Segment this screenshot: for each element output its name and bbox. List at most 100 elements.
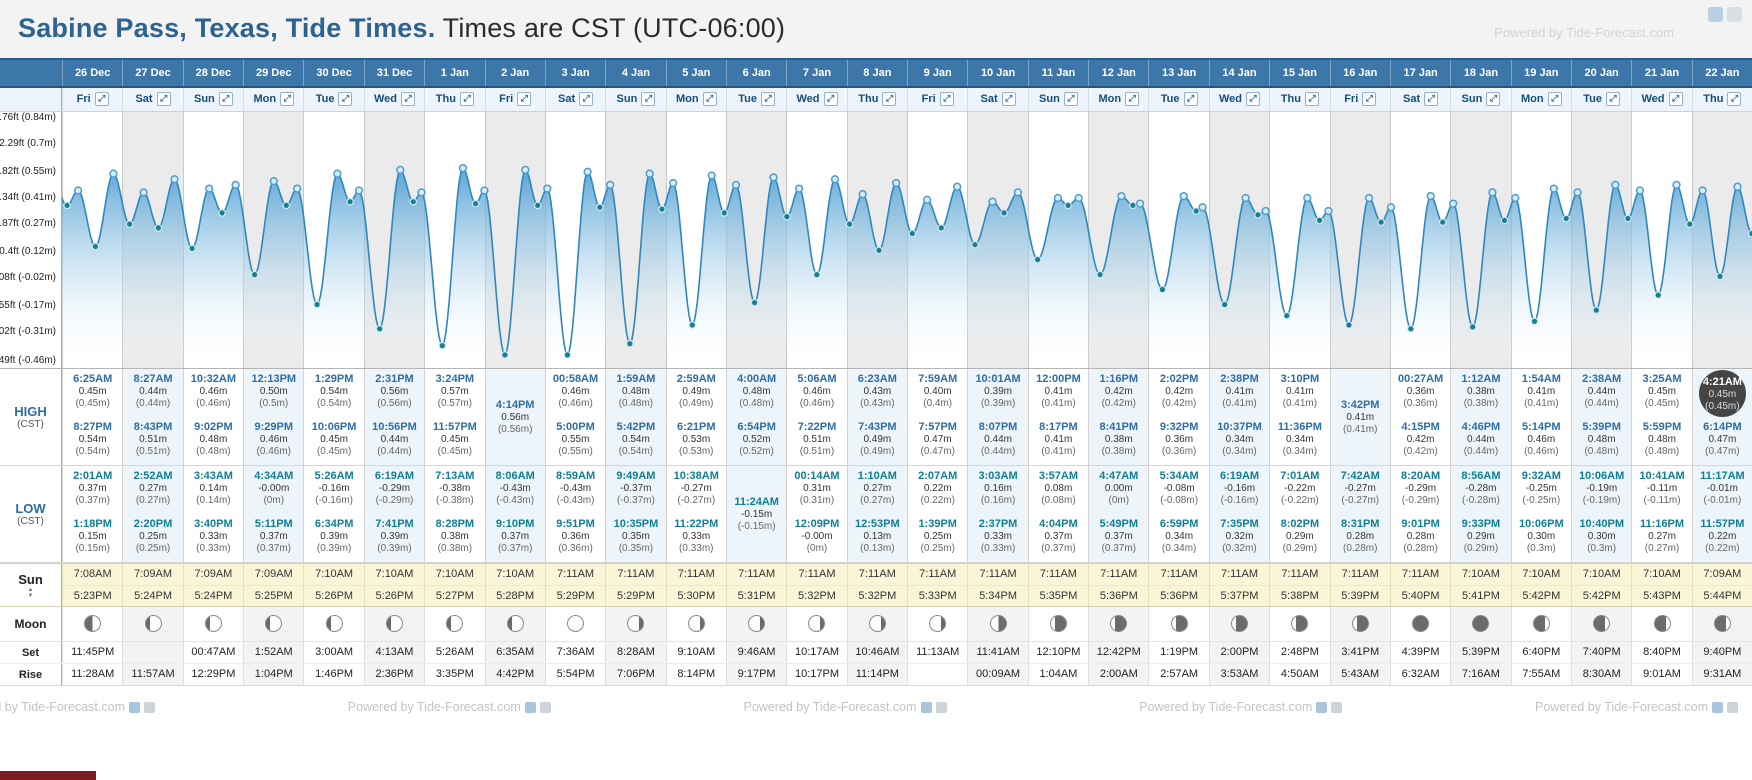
low-tide-entry: 3:57AM 0.08m (0.08m) (1029, 469, 1088, 507)
date-header[interactable]: 9 Jan (907, 60, 967, 86)
tide-time: 1:59AM (616, 373, 656, 385)
date-header[interactable]: 20 Jan (1570, 60, 1631, 86)
expand-day-icon[interactable]: ⤢ (1183, 92, 1198, 106)
tide-time: 9:32PM (1159, 421, 1199, 433)
expand-day-icon[interactable]: ⤢ (517, 92, 532, 106)
expand-day-icon[interactable]: ⤢ (1304, 92, 1319, 106)
moon-phase-cell (1389, 607, 1450, 641)
expand-day-icon[interactable]: ⤢ (280, 92, 295, 106)
expand-day-icon[interactable]: ⤢ (1547, 92, 1562, 106)
date-header[interactable]: 16 Jan (1329, 60, 1390, 86)
moonrise-time: 00:09AM (967, 664, 1028, 685)
app-icon-blue[interactable] (1708, 7, 1723, 22)
date-header[interactable]: 4 Jan (605, 60, 665, 86)
date-header[interactable]: 13 Jan (1148, 60, 1208, 86)
date-header[interactable]: 7 Jan (786, 60, 846, 86)
date-header[interactable]: 29 Dec (243, 60, 303, 86)
sunrise-time: 7:10AM (1511, 564, 1571, 586)
expand-day-icon[interactable]: ⤢ (1668, 92, 1683, 106)
date-header[interactable]: 14 Jan (1208, 60, 1269, 86)
tide-height: 0.41m (1346, 412, 1375, 423)
tide-time: 2:01AM (73, 470, 113, 482)
date-header[interactable]: 2 Jan (484, 60, 545, 86)
app-icon-gray[interactable] (1727, 7, 1742, 22)
expand-day-icon[interactable]: ⤢ (1063, 92, 1078, 106)
tide-height-alt: (0.41m) (1222, 398, 1257, 409)
expand-day-icon[interactable]: ⤢ (882, 92, 897, 106)
date-header[interactable]: 26 Dec (62, 60, 122, 86)
date-header[interactable]: 12 Jan (1088, 60, 1148, 86)
tide-height: 0.08m (1044, 483, 1073, 494)
sun-times-cell: 7:11AM 5:39PM (1329, 564, 1390, 606)
expand-day-icon[interactable]: ⤢ (1424, 92, 1439, 106)
sunset-time: 5:24PM (134, 590, 172, 602)
tide-time: 8:59AM (555, 470, 596, 482)
expand-day-icon[interactable]: ⤢ (1125, 92, 1140, 106)
high-tide-entry: 9:32PM 0.36m (0.36m) (1149, 420, 1208, 458)
expand-day-icon[interactable]: ⤢ (459, 92, 474, 106)
date-header[interactable]: 28 Dec (182, 60, 243, 86)
high-tide-cell: 4:00AM 0.48m (0.48m) 6:54PM 0.52m (0.52m) (725, 369, 787, 465)
expand-day-icon[interactable]: ⤢ (400, 92, 415, 106)
date-header[interactable]: 3 Jan (544, 60, 605, 86)
date-header[interactable]: 5 Jan (665, 60, 726, 86)
moon-row-header: Moon (0, 607, 62, 641)
expand-day-icon[interactable]: ⤢ (218, 92, 233, 106)
low-tide-entry: 9:51PM 0.36m (0.36m) (546, 517, 605, 555)
tide-height-alt: (0.38m) (437, 543, 473, 554)
moon-phase-cell (665, 607, 726, 641)
date-header[interactable]: 19 Jan (1510, 60, 1571, 86)
expand-day-icon[interactable]: ⤢ (94, 92, 109, 106)
expand-day-icon[interactable]: ⤢ (156, 92, 171, 106)
tide-height: 0.30m (1587, 531, 1616, 542)
tide-time: 10:35PM (613, 518, 659, 530)
date-header[interactable]: 15 Jan (1269, 60, 1329, 86)
tide-height: 0.27m (1648, 531, 1676, 542)
expand-day-icon[interactable]: ⤢ (641, 92, 656, 106)
tide-height: 0.47m (1708, 434, 1737, 445)
tide-height: 0.51m (139, 434, 167, 445)
date-header[interactable]: 30 Dec (303, 60, 363, 86)
low-tide-entry: 11:16PM 0.27m (0.27m) (1632, 517, 1691, 555)
tide-time: 1:54AM (1521, 373, 1561, 385)
expand-day-icon[interactable]: ⤢ (939, 92, 954, 106)
tide-height: -0.38m (439, 483, 471, 494)
expand-day-icon[interactable]: ⤢ (702, 92, 717, 106)
expand-day-icon[interactable]: ⤢ (1606, 92, 1621, 106)
date-header[interactable]: 6 Jan (725, 60, 786, 86)
tide-time: 2:31PM (375, 373, 414, 385)
date-header[interactable]: 1 Jan (424, 60, 484, 86)
low-tide-cell: 8:59AM -0.43m (-0.43m) 9:51PM 0.36m (0.36m) (544, 466, 605, 562)
high-row-label: HIGH (14, 404, 47, 419)
tide-height: 0.30m (1527, 531, 1556, 542)
date-header[interactable]: 21 Jan (1631, 60, 1691, 86)
date-header[interactable]: 22 Jan (1691, 60, 1752, 86)
high-tide-cell: 3:42PM 0.41m (0.41m) (1329, 369, 1390, 465)
expand-day-icon[interactable]: ⤢ (1727, 92, 1742, 106)
date-header[interactable]: 31 Dec (363, 60, 424, 86)
date-header[interactable]: 18 Jan (1450, 60, 1510, 86)
expand-day-icon[interactable]: ⤢ (1486, 92, 1501, 106)
date-header[interactable]: 8 Jan (846, 60, 907, 86)
high-tide-entry: 8:27PM 0.54m (0.54m) (63, 420, 122, 458)
date-header[interactable]: 27 Dec (122, 60, 182, 86)
date-header[interactable]: 10 Jan (967, 60, 1027, 86)
sun-times-cell: 7:11AM 5:37PM (1208, 564, 1270, 606)
expand-day-icon[interactable]: ⤢ (338, 92, 353, 106)
page-header: Sabine Pass, Texas, Tide Times. Times ar… (0, 0, 1752, 58)
expand-day-icon[interactable]: ⤢ (823, 92, 838, 106)
expand-day-icon[interactable]: ⤢ (1362, 92, 1377, 106)
expand-day-icon[interactable]: ⤢ (579, 92, 594, 106)
date-header[interactable]: 11 Jan (1027, 60, 1088, 86)
low-tide-entry: 12:53PM 0.13m (0.13m) (848, 517, 907, 555)
expand-day-icon[interactable]: ⤢ (1001, 92, 1016, 106)
expand-day-icon[interactable]: ⤢ (1246, 92, 1261, 106)
moon-phase-icon (627, 615, 645, 632)
footer-icon-blue (524, 701, 536, 713)
tide-height: -0.16m (318, 483, 350, 494)
expand-day-icon[interactable]: ⤢ (761, 92, 775, 106)
tide-height-alt: (0.46m) (256, 446, 291, 457)
high-tide-entry: 8:41PM 0.38m (0.38m) (1089, 420, 1148, 458)
tide-height-alt: (0.37m) (497, 543, 533, 554)
date-header[interactable]: 17 Jan (1389, 60, 1450, 86)
